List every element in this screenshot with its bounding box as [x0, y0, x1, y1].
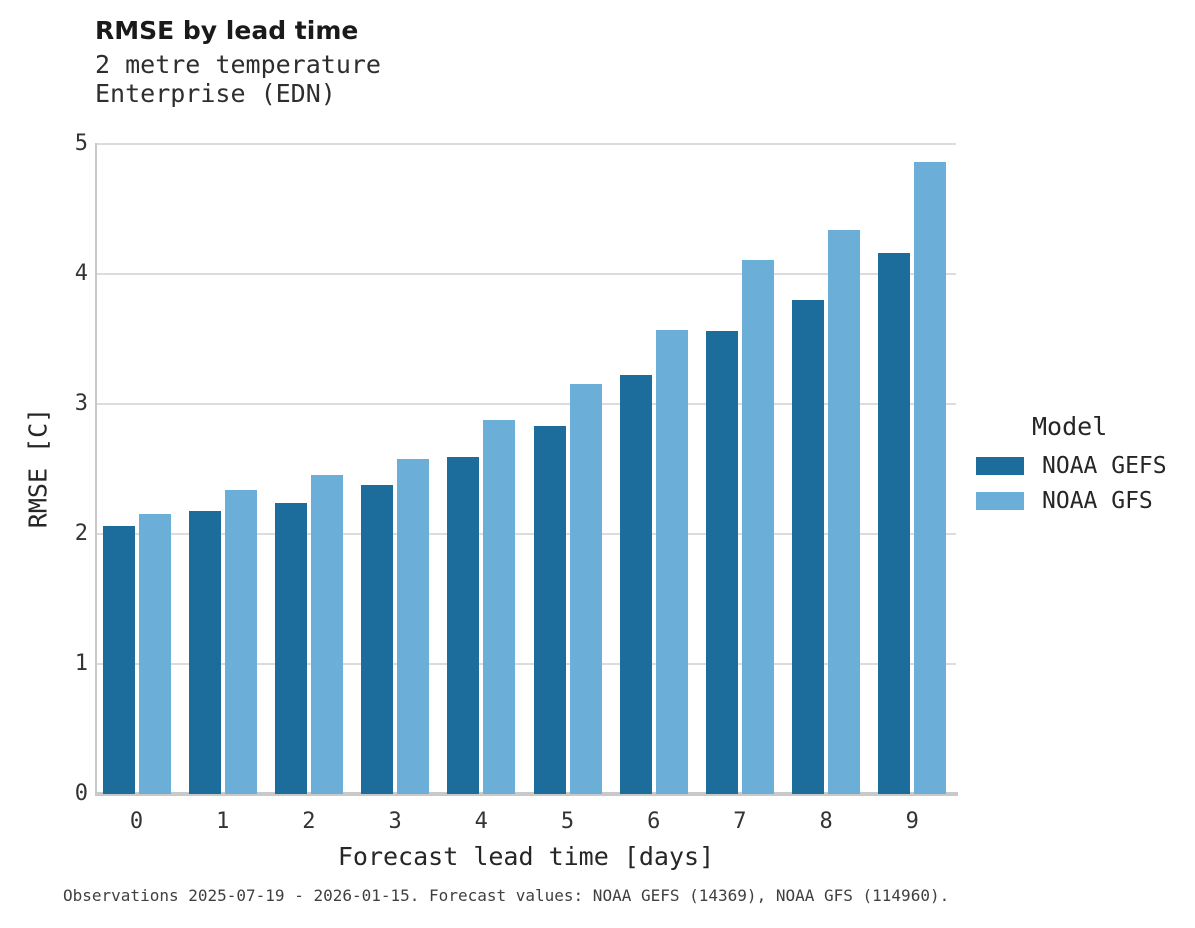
bar-noaa-gfs-day-8: [828, 230, 861, 794]
bar-noaa-gfs-day-9: [914, 162, 947, 794]
y-tick-label-3: 3: [74, 391, 88, 416]
legend-label-noaa-gfs: NOAA GFS: [1042, 488, 1153, 514]
y-gridline-5: [97, 143, 956, 145]
x-tick-label-2: 2: [302, 809, 316, 834]
x-tick-label-1: 1: [216, 809, 230, 834]
x-tick-label-8: 8: [819, 809, 833, 834]
y-gridline-2: [97, 533, 956, 535]
bar-noaa-gfs-day-6: [655, 330, 688, 794]
y-axis-title: RMSE [C]: [23, 407, 53, 529]
bar-noaa-gefs-day-9: [878, 253, 911, 794]
y-gridline-1: [97, 663, 956, 665]
legend-entry-noaa-gfs: NOAA GFS: [976, 488, 1167, 514]
bar-noaa-gefs-day-6: [619, 375, 652, 794]
legend-entry-noaa-gefs: NOAA GEFS: [976, 453, 1167, 479]
legend-swatch-noaa-gefs: [976, 457, 1024, 475]
x-tick-label-4: 4: [474, 809, 488, 834]
bar-noaa-gefs-day-2: [274, 503, 307, 794]
y-tick-label-5: 5: [74, 131, 88, 156]
x-axis-line: [95, 792, 958, 796]
y-gridline-3: [97, 403, 956, 405]
x-tick-label-3: 3: [388, 809, 402, 834]
bar-noaa-gefs-day-7: [705, 331, 738, 794]
chart-subtitle-line-1: 2 metre temperature: [95, 50, 381, 79]
chart-subtitle-line-2: Enterprise (EDN): [95, 79, 336, 108]
legend-label-noaa-gefs: NOAA GEFS: [1042, 453, 1167, 479]
bar-noaa-gfs-day-4: [483, 420, 516, 794]
x-tick-label-7: 7: [733, 809, 747, 834]
bar-noaa-gfs-day-5: [569, 384, 602, 794]
chart-title: RMSE by lead time: [95, 16, 359, 45]
bar-noaa-gfs-day-0: [138, 514, 171, 794]
bar-noaa-gfs-day-7: [741, 260, 774, 794]
bar-noaa-gefs-day-8: [792, 300, 825, 794]
x-tick-label-6: 6: [647, 809, 661, 834]
bar-noaa-gfs-day-3: [397, 459, 430, 794]
bar-noaa-gefs-day-5: [533, 426, 566, 794]
bar-noaa-gfs-day-1: [224, 490, 257, 794]
bar-noaa-gefs-day-1: [188, 511, 221, 794]
y-tick-label-0: 0: [74, 781, 88, 806]
y-tick-label-2: 2: [74, 521, 88, 546]
bar-noaa-gfs-day-2: [310, 475, 343, 794]
y-tick-label-4: 4: [74, 261, 88, 286]
legend: Model NOAA GEFS NOAA GFS: [976, 412, 1167, 525]
bar-noaa-gefs-day-4: [447, 457, 480, 794]
y-tick-label-1: 1: [74, 651, 88, 676]
bar-noaa-gefs-day-0: [102, 526, 135, 794]
x-tick-label-5: 5: [560, 809, 575, 834]
x-tick-label-0: 0: [129, 809, 144, 834]
x-axis-title: Forecast lead time [days]: [337, 842, 715, 871]
y-gridline-4: [97, 273, 956, 275]
footer-caption: Observations 2025-07-19 - 2026-01-15. Fo…: [63, 886, 950, 905]
x-tick-label-9: 9: [905, 809, 919, 834]
legend-swatch-noaa-gfs: [976, 492, 1024, 510]
bar-noaa-gefs-day-3: [361, 485, 394, 794]
y-axis-spine: [95, 143, 97, 796]
legend-title: Model: [1032, 412, 1108, 441]
